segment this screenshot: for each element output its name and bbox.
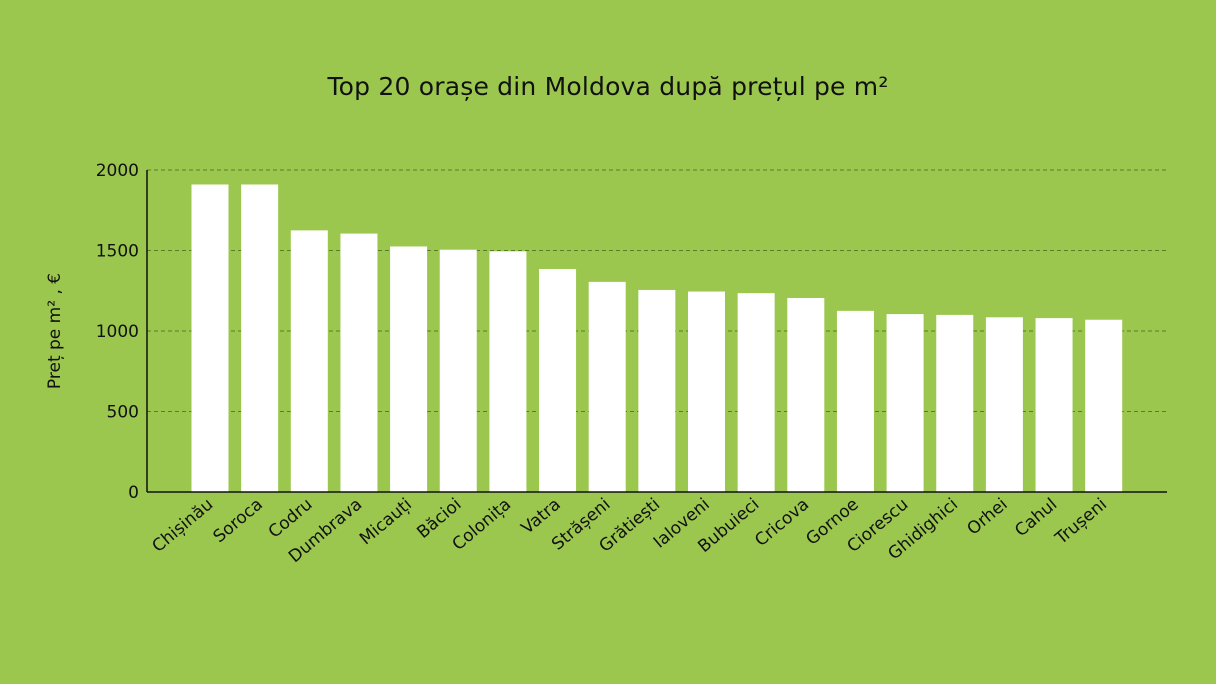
- y-axis-label: Preț pe m² , €: [45, 273, 65, 389]
- x-tick-label: Micauți: [356, 495, 416, 550]
- bar-vatra: [539, 269, 577, 492]
- x-tick-label: Cricova: [751, 495, 813, 551]
- bar-ciorescu: [886, 314, 924, 492]
- axes: [146, 170, 1167, 493]
- y-tick-label: 500: [107, 403, 139, 423]
- bar-bubuieci: [737, 293, 775, 492]
- bar-ialoveni: [688, 291, 725, 492]
- bar-gornoe: [836, 310, 874, 492]
- bar-grătiești: [638, 289, 676, 492]
- bar-micauți: [390, 246, 428, 492]
- bar-chișinău: [191, 184, 229, 493]
- y-tick-label: 1500: [96, 242, 139, 262]
- x-tick-label: Soroca: [210, 495, 267, 548]
- bar-soroca: [241, 184, 279, 493]
- chart-title: Top 20 orașe din Moldova după prețul pe …: [327, 72, 889, 101]
- bar-colonița: [489, 251, 527, 492]
- bar-trușeni: [1085, 319, 1123, 492]
- bars: [191, 184, 1123, 493]
- bar-orhei: [985, 317, 1023, 492]
- x-tick-label: Orhei: [963, 495, 1011, 540]
- y-tick-label: 0: [128, 483, 139, 503]
- x-tick-label: Trușeni: [1051, 495, 1111, 550]
- bar-băcioi: [439, 249, 477, 492]
- x-tick-label: Chișinău: [148, 495, 217, 557]
- bar-strășeni: [588, 281, 626, 492]
- bar-ghidighici: [936, 314, 974, 492]
- bar-cricova: [787, 297, 825, 492]
- bar-dumbrava: [340, 233, 378, 492]
- bar-codru: [290, 230, 328, 492]
- bar-cahul: [1035, 318, 1073, 492]
- y-tick-label: 1000: [96, 322, 139, 342]
- y-tick-label: 2000: [96, 161, 139, 181]
